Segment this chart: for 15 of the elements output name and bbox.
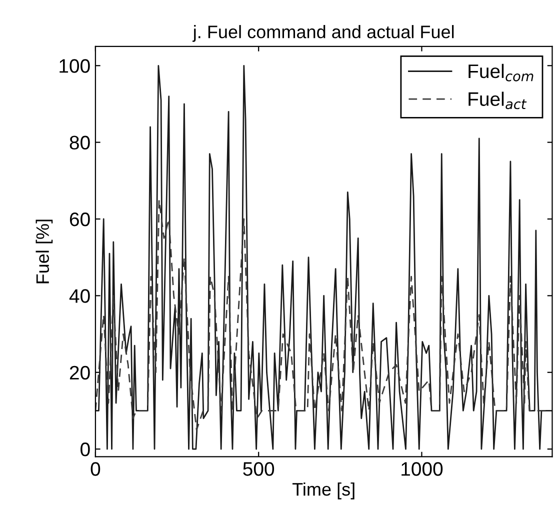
chart-title: j. Fuel command and actual Fuel — [192, 25, 454, 42]
x-tick-label: 0 — [90, 462, 100, 476]
x-axis-title: Time [s] — [292, 482, 354, 500]
x-tick-label: 500 — [243, 462, 274, 476]
y-tick-label: 80 — [70, 136, 90, 150]
y-axis-title: Fuel [%] — [36, 220, 53, 284]
legend-label: Fuel$_{act}$ — [468, 92, 527, 110]
y-tick-label: 0 — [80, 442, 90, 456]
y-tick-label: 60 — [70, 212, 90, 226]
line-series — [95, 64, 552, 450]
y-tick-label: 20 — [70, 366, 90, 380]
x-tick-label: 1000 — [402, 462, 443, 476]
y-tick-label: 100 — [60, 59, 90, 73]
legend-label: Fuel$_{com}$ — [468, 64, 534, 82]
y-tick-label: 40 — [69, 289, 90, 303]
